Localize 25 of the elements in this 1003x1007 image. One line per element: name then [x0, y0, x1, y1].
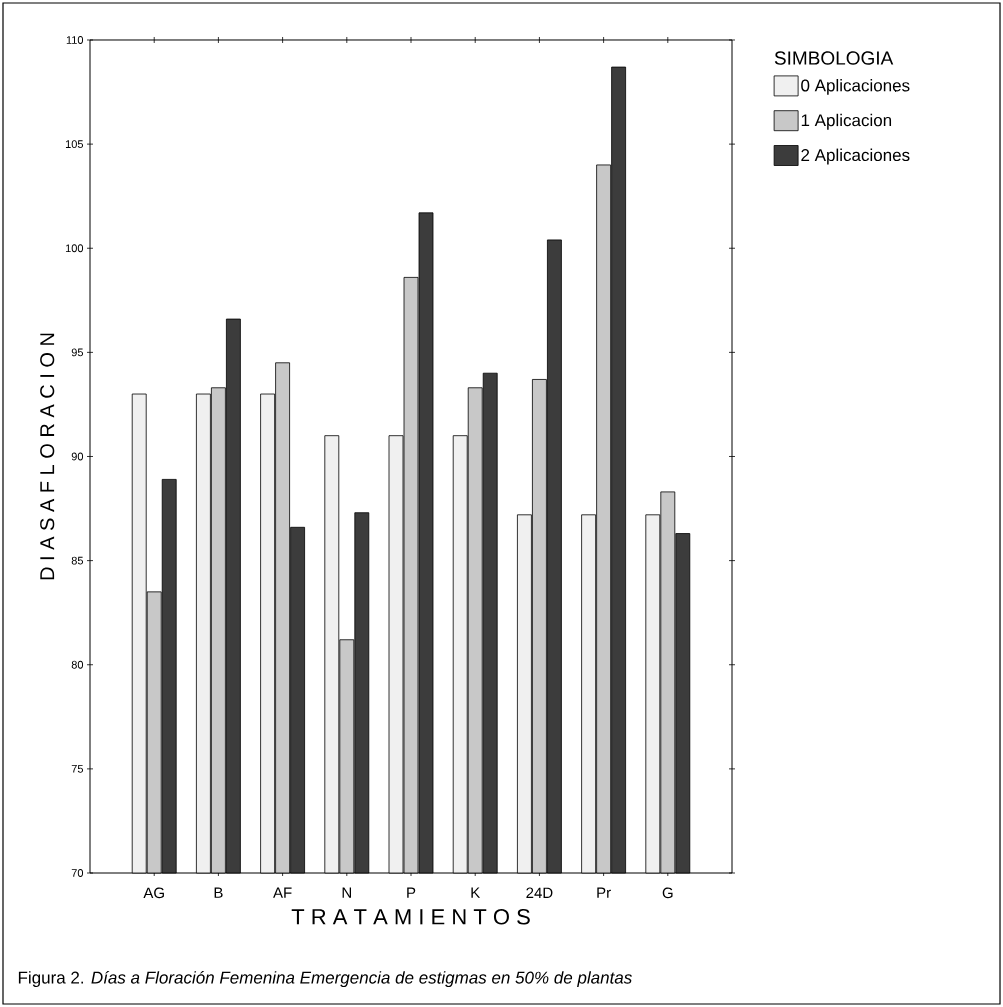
x-tick-label: B — [214, 887, 223, 898]
x-tick-label: N — [342, 887, 351, 898]
y-tick-label: 70 — [71, 869, 84, 877]
x-tick-label: G — [662, 887, 673, 899]
y-axis-title: D I A S A F L O R A C I O N — [40, 333, 55, 580]
x-tick-label: AG — [143, 887, 164, 899]
y-tick-label: 95 — [71, 348, 84, 357]
x-axis-title: T R A T A M I E N T O S — [291, 908, 530, 925]
y-tick-label: 100 — [65, 244, 84, 253]
y-tick-label: 110 — [66, 36, 84, 44]
x-tick-label: P — [407, 887, 416, 898]
legend-title: SIMBOLOGIA — [774, 51, 894, 65]
y-tick-label: 90 — [71, 452, 84, 461]
legend-label: 0 Aplicaciones — [801, 79, 910, 95]
legend-label: 2 Aplicaciones — [801, 148, 910, 165]
x-tick-label: 24D — [526, 887, 553, 898]
text: Figura 2. Días a Floración Femenina Emergencia de estigmas en 50% de plantas — [18, 970, 632, 988]
y-tick-label: 80 — [71, 660, 84, 669]
x-tick-label: K — [471, 887, 481, 898]
x-tick-label: AF — [273, 887, 292, 898]
y-tick-label: 85 — [71, 556, 84, 565]
x-tick-label: Pr — [597, 887, 611, 898]
y-tick-label: 105 — [65, 140, 84, 149]
y-tick-label: 75 — [71, 765, 84, 773]
legend-label: 1 Aplicacion — [801, 113, 892, 130]
